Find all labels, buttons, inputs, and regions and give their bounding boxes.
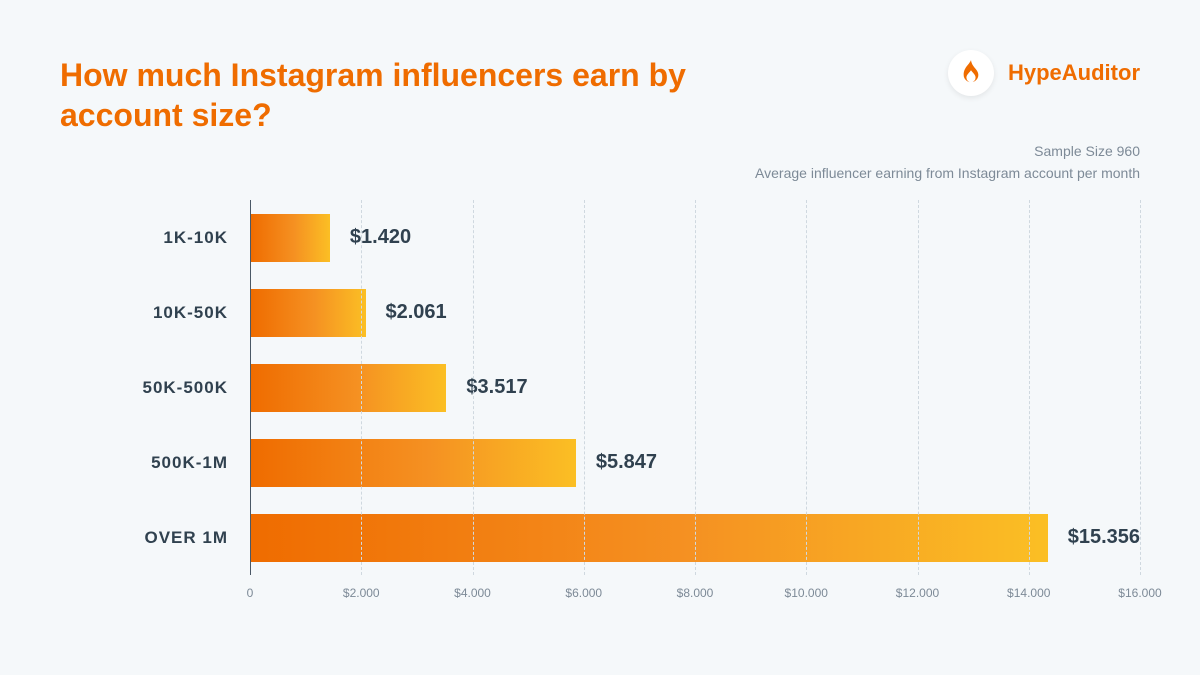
category-label: 10K-50K [153,303,228,323]
x-tick-label: $14.000 [1007,586,1050,600]
grid-line [361,200,362,575]
category-label: 50K-500K [143,378,229,398]
bar [251,439,576,487]
flame-icon [948,50,994,96]
sample-size: Sample Size 960 [755,140,1140,162]
grid-line [918,200,919,575]
x-tick-label: $16.000 [1118,586,1161,600]
category-label: 1K-10K [163,228,228,248]
bar-value-label: $5.847 [596,451,657,474]
grid-line [473,200,474,575]
x-tick-label: $10.000 [785,586,828,600]
bar [251,214,330,262]
bar [251,514,1048,562]
bar-value-label: $15.356 [1068,526,1140,549]
bar-chart: 1K-10K 10K-50K 50K-500K 500K-1M OVER 1M $1.4… [110,200,1140,605]
grid-line [584,200,585,575]
bar-value-label: $3.517 [466,376,527,399]
grid-line [1140,200,1141,575]
brand-name: HypeAuditor [1008,60,1140,86]
grid-line [695,200,696,575]
x-tick-label: $12.000 [896,586,939,600]
chart-subtitle: Average influencer earning from Instagra… [755,162,1140,184]
grid-line [806,200,807,575]
x-tick-label: $8.000 [677,586,714,600]
chart-title: How much Instagram influencers earn by a… [60,55,760,135]
bar [251,364,446,412]
x-tick-label: $6.000 [565,586,602,600]
bar-value-label: $1.420 [350,226,411,249]
grid-line [1029,200,1030,575]
category-label: OVER 1M [144,528,228,548]
x-tick-label: $4.000 [454,586,491,600]
x-tick-label: 0 [247,586,254,600]
bar [251,289,366,337]
brand-logo: HypeAuditor [948,50,1140,96]
bar-value-label: $2.061 [386,301,447,324]
category-label: 500K-1M [151,453,228,473]
chart-meta: Sample Size 960 Average influencer earni… [755,140,1140,185]
x-tick-label: $2.000 [343,586,380,600]
